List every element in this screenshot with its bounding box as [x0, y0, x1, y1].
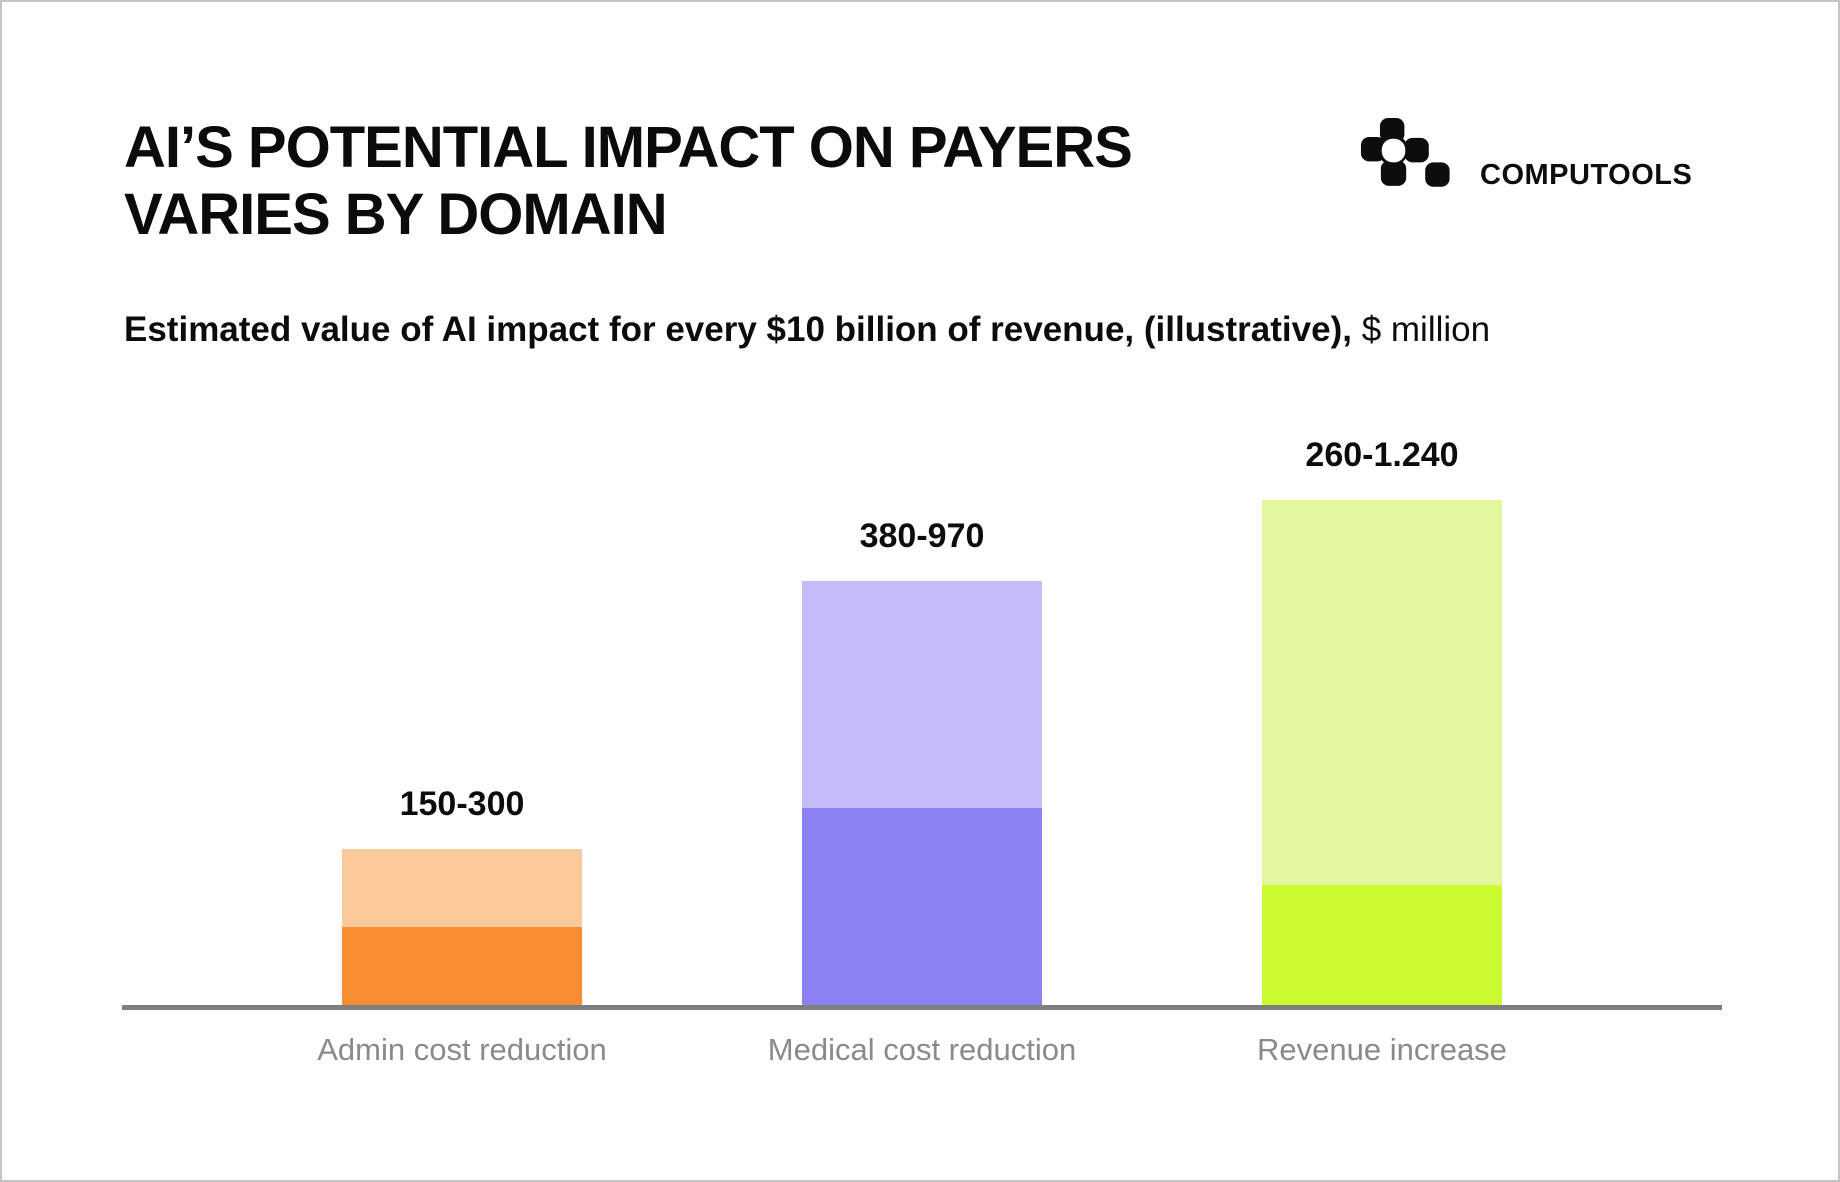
bar-lower-segment: [802, 808, 1042, 1005]
category-label: Revenue increase: [1257, 1032, 1507, 1067]
page-title-line-1: AI’S POTENTIAL IMPACT ON PAYERS: [124, 115, 1133, 180]
chart-subtitle-main: Estimated value of AI impact for every $…: [124, 310, 1352, 349]
chart-subtitle: Estimated value of AI impact for every $…: [124, 308, 1490, 352]
bar-value-label: 380-970: [859, 517, 985, 555]
computools-logo-icon: [1360, 118, 1450, 187]
chart-subtitle-unit: $ million: [1351, 310, 1491, 349]
bar-upper-segment: [1262, 500, 1502, 885]
bar-lower-segment: [1262, 885, 1502, 1005]
bar-upper-segment: [342, 849, 582, 927]
bar-value-label: 150-300: [399, 785, 525, 823]
page-title-line-2: VARIES BY DOMAIN: [124, 182, 668, 247]
brand-logo: COMPUTOOLS: [1360, 118, 1692, 194]
bar-upper-segment: [802, 581, 1042, 808]
category-label: Medical cost reduction: [767, 1032, 1077, 1067]
page-title: AI’S POTENTIAL IMPACT ON PAYERS VARIES B…: [124, 114, 1133, 248]
bar-value-label: 260-1.240: [1305, 436, 1459, 474]
brand-name: COMPUTOOLS: [1480, 159, 1693, 191]
bar-lower-segment: [342, 927, 582, 1005]
x-axis: [122, 1005, 1722, 1010]
category-label: Admin cost reduction: [317, 1032, 607, 1067]
